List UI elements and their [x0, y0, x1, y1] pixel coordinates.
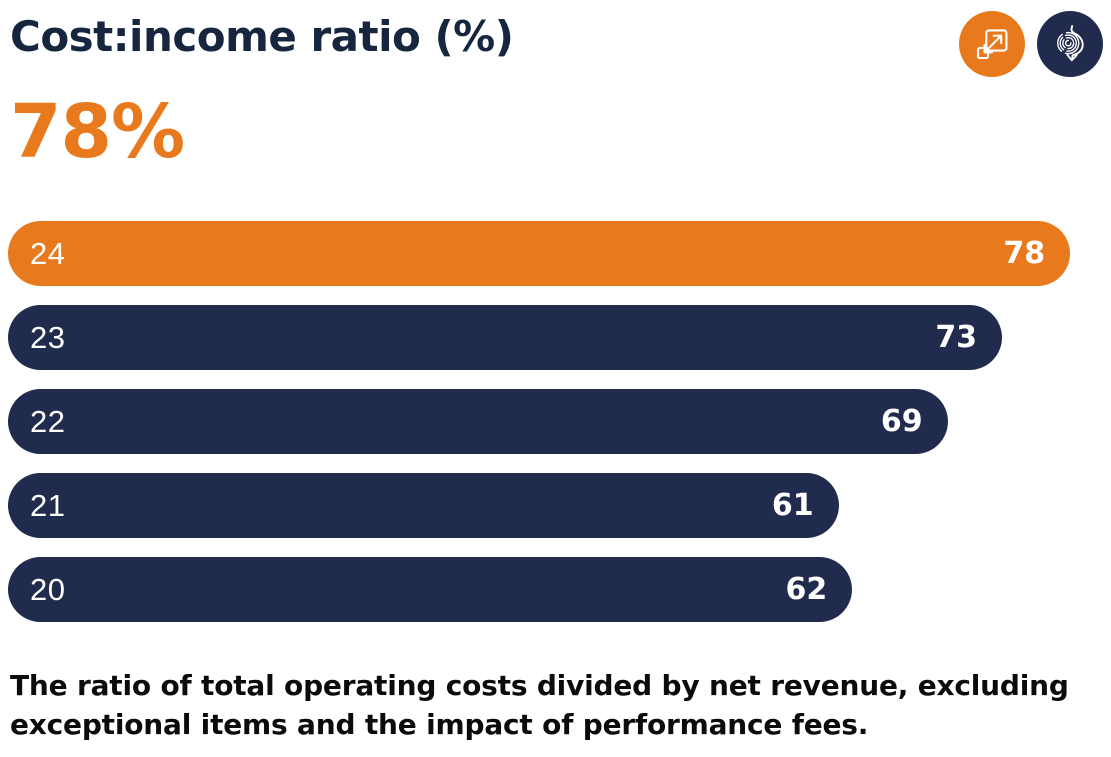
- explore-more-button[interactable]: [1037, 11, 1103, 77]
- bar-24[interactable]: 24 78: [8, 221, 1071, 286]
- bar-20[interactable]: 20 62: [8, 557, 853, 622]
- bar-value-label: 69: [880, 404, 923, 439]
- expand-icon: [971, 23, 1013, 65]
- bar-value-label: 62: [785, 572, 828, 607]
- bar-category-label: 23: [30, 319, 66, 355]
- footnote-text: The ratio of total operating costs divid…: [10, 669, 1069, 742]
- bar-category-label: 21: [30, 487, 66, 523]
- bar-23[interactable]: 23 73: [8, 305, 1003, 370]
- bar-value-label: 73: [935, 320, 978, 355]
- bar-22[interactable]: 22 69: [8, 389, 948, 454]
- bar-category-label: 22: [30, 403, 66, 439]
- page-title: Cost:income ratio (%): [10, 12, 514, 61]
- bar-chart: 24 78 23 73 22 69 21 61 20 62: [8, 221, 1103, 622]
- bar-value-label: 78: [1003, 236, 1046, 271]
- fingerprint-down-arrow-icon: [1049, 23, 1091, 65]
- headline-value: 78%: [10, 89, 185, 175]
- bar-21[interactable]: 21 61: [8, 473, 839, 538]
- icon-toolbar: [959, 11, 1103, 77]
- bar-category-label: 20: [30, 571, 66, 607]
- expand-chart-button[interactable]: [959, 11, 1025, 77]
- bar-category-label: 24: [30, 235, 66, 271]
- bar-value-label: 61: [771, 488, 814, 523]
- widget-header: Cost:income ratio (%): [8, 10, 1103, 77]
